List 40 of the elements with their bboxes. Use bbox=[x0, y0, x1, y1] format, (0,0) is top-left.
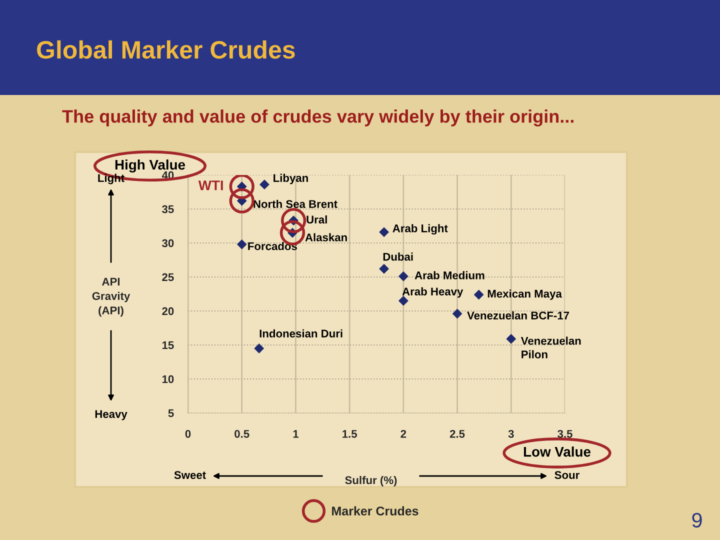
text: Light bbox=[98, 174, 124, 184]
text: Low Value bbox=[524, 446, 590, 457]
annotation: Venezuelan BCF-17 bbox=[467, 311, 570, 320]
annotation: Forcados bbox=[248, 242, 297, 250]
y-tick-label: 35 bbox=[162, 205, 174, 214]
y-tick-label: 20 bbox=[162, 307, 174, 316]
annotation: Alaskan bbox=[305, 233, 347, 242]
annotation: WTI bbox=[198, 180, 223, 190]
chart-subtitle: The quality and value of crudes vary widely by their origin... bbox=[62, 110, 574, 126]
text: Heavy bbox=[95, 410, 128, 420]
annotation: Arab Light bbox=[392, 224, 448, 235]
annotation: North Sea Brent bbox=[254, 200, 338, 208]
x-tick-label: 0.5 bbox=[234, 430, 250, 438]
annotation: Arab Medium bbox=[414, 271, 484, 280]
y-tick-label: 25 bbox=[162, 273, 174, 282]
y-axis-title: API Gravity (API) bbox=[92, 278, 130, 317]
annotation: Arab Heavy bbox=[402, 287, 464, 298]
y-tick-label: 10 bbox=[162, 375, 174, 384]
legend-label: Marker Crudes bbox=[332, 506, 418, 516]
text: Sour bbox=[554, 471, 580, 479]
annotation: Indonesian Duri bbox=[260, 329, 342, 338]
text: Sweet bbox=[174, 471, 206, 479]
annotation: Libyan bbox=[274, 174, 308, 184]
x-tick-label: 0 bbox=[185, 430, 191, 438]
x-tick-label: 1.5 bbox=[342, 430, 357, 438]
annotation: Venezuelan Pilon bbox=[520, 336, 581, 358]
chart-title: Global Marker Crudes bbox=[37, 40, 295, 59]
y-tick-label: 15 bbox=[162, 341, 174, 350]
x-axis-title: Sulfur (%) bbox=[345, 476, 397, 486]
annotation: Ural bbox=[306, 215, 327, 224]
x-tick-label: 2 bbox=[400, 430, 406, 438]
x-tick-label: 1 bbox=[293, 430, 298, 438]
x-tick-label: 2.5 bbox=[450, 430, 465, 438]
annotation: Mexican Maya bbox=[488, 290, 562, 300]
annotation: Dubai bbox=[383, 252, 413, 261]
y-tick-label: 5 bbox=[168, 409, 174, 418]
x-tick-label: 3.5 bbox=[558, 430, 572, 438]
y-tick-label: 30 bbox=[162, 239, 174, 248]
x-tick-label: 3 bbox=[508, 430, 514, 438]
text: 9 bbox=[692, 512, 702, 528]
